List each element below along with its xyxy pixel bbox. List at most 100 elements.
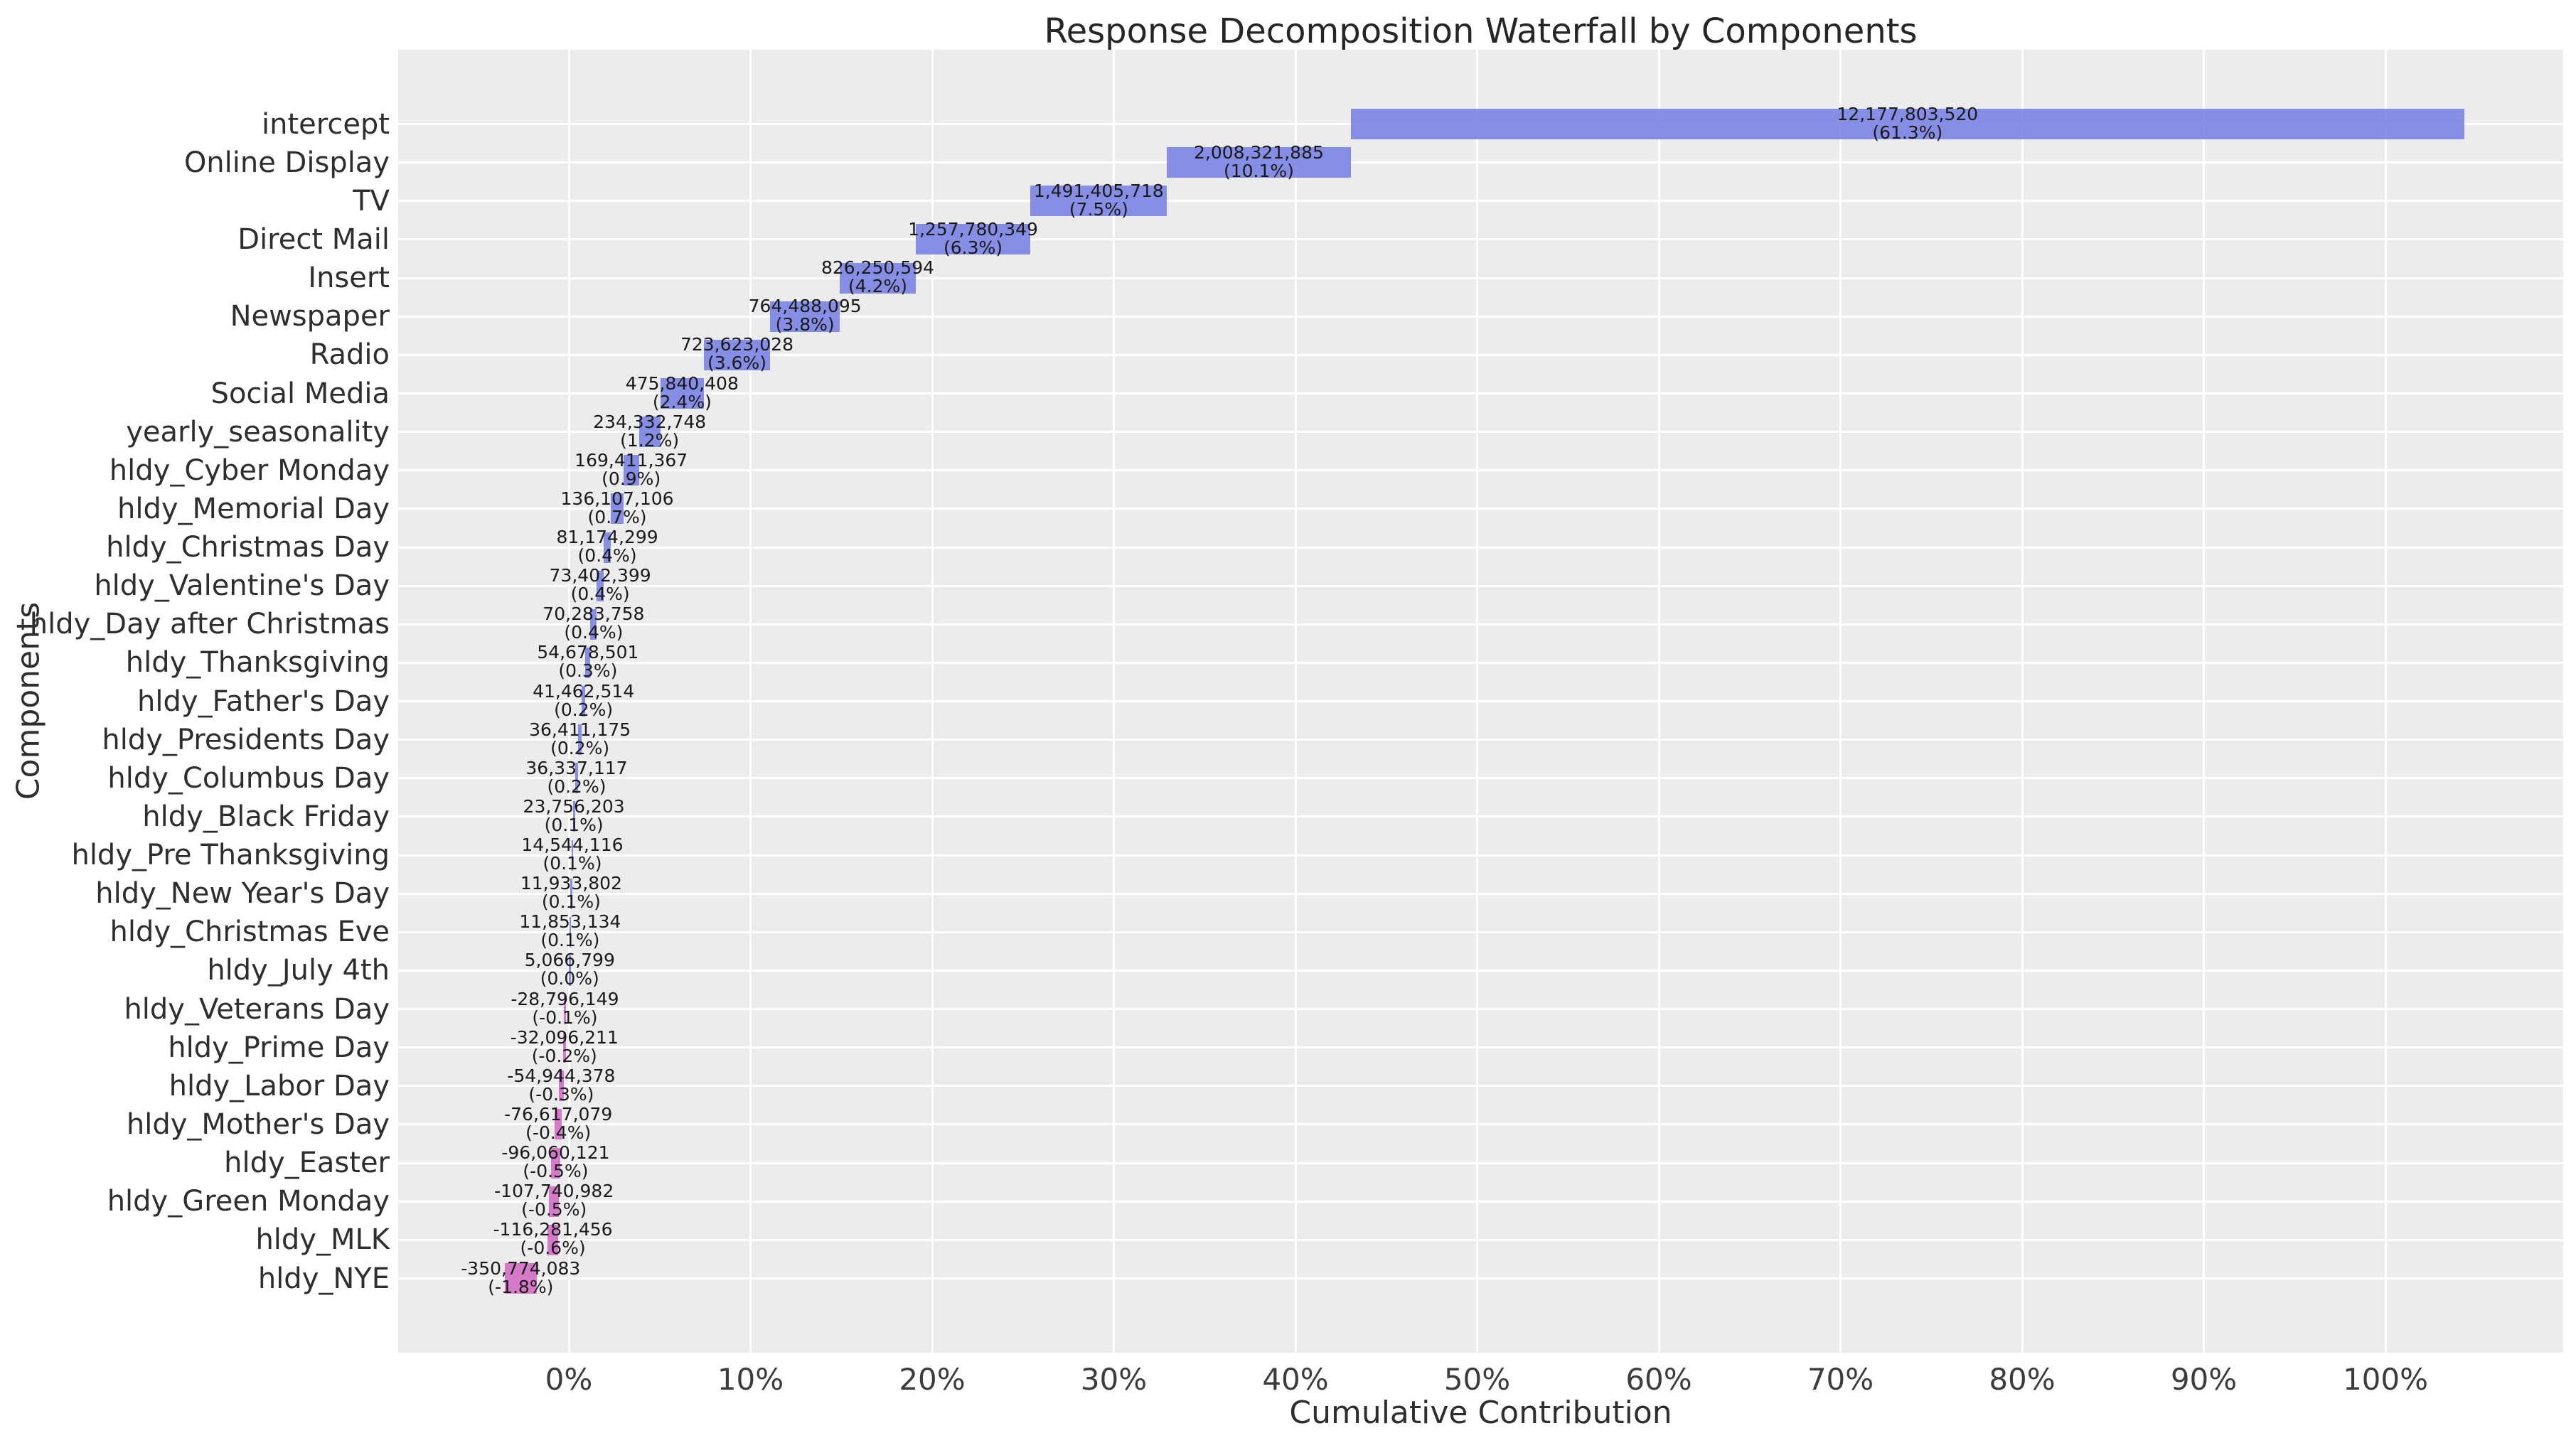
category-label: Radio: [309, 338, 390, 372]
waterfall-bar: [558, 1071, 564, 1102]
category-label: hldy_Memorial Day: [117, 492, 390, 525]
bar-value-label: -76,617,079: [504, 1103, 613, 1125]
category-label: TV: [353, 184, 390, 218]
bar-value-label: 36,411,175: [529, 719, 631, 740]
category-label: hldy_MLK: [255, 1223, 390, 1257]
bar-pct-label: (7.5%): [1069, 198, 1128, 220]
bar-value-label: -350,774,083: [461, 1257, 581, 1279]
chart-title: Response Decomposition Waterfall by Comp…: [1044, 11, 1918, 51]
category-label: Direct Mail: [237, 222, 390, 256]
waterfall-bar: [770, 301, 840, 332]
waterfall-bar: [590, 608, 597, 640]
x-axis-title: Cumulative Contribution: [1289, 1395, 1672, 1431]
bar-pct-label: (0.4%): [564, 622, 624, 643]
waterfall-bar: [1167, 147, 1351, 178]
bar-value-label: -54,944,378: [507, 1065, 616, 1086]
bar-value-label: 234,332,748: [593, 411, 707, 432]
waterfall-bar: [597, 570, 604, 601]
bar-value-label: 826,250,594: [821, 257, 935, 279]
x-tick-label: 50%: [1443, 1362, 1511, 1397]
x-tick-label: 90%: [2170, 1362, 2238, 1397]
waterfall-bar: [703, 339, 770, 370]
bar-value-label: -116,281,456: [493, 1219, 613, 1240]
category-label: hldy_Presidents Day: [102, 723, 390, 756]
category-label: hldy_Thanksgiving: [125, 646, 390, 680]
gridline-horizontal: [398, 661, 2563, 664]
bar-value-label: 5,066,799: [524, 950, 615, 971]
category-label: hldy_Christmas Day: [106, 531, 390, 564]
bar-pct-label: (2.4%): [652, 391, 712, 412]
waterfall-bar: [611, 493, 624, 525]
bar-pct-label: (61.3%): [1872, 122, 1943, 143]
category-label: hldy_July 4th: [207, 954, 390, 987]
bar-pct-label: (3.8%): [775, 314, 835, 336]
x-tick-label: 60%: [1625, 1362, 1692, 1397]
category-label: yearly_seasonality: [126, 415, 390, 449]
bar-pct-label: (-0.1%): [532, 1007, 598, 1028]
bar-value-label: 1,491,405,718: [1033, 180, 1164, 201]
bar-value-label: 136,107,106: [560, 488, 674, 509]
bar-value-label: 36,337,117: [525, 757, 628, 778]
bar-value-label: 12,177,803,520: [1837, 103, 1979, 124]
gridline-horizontal: [398, 200, 2563, 203]
gridline-horizontal: [398, 431, 2563, 434]
category-label: Newspaper: [230, 300, 390, 333]
gridline-horizontal: [398, 739, 2563, 741]
waterfall-bar: [563, 994, 567, 1025]
bar-value-label: 475,840,408: [625, 372, 739, 394]
category-label: Insert: [308, 262, 390, 295]
bar-pct-label: (-0.2%): [531, 1045, 597, 1066]
gridline-horizontal: [398, 1046, 2563, 1049]
waterfall-bar: [551, 1147, 560, 1179]
waterfall-bar: [570, 878, 572, 909]
category-label: hldy_New Year's Day: [95, 877, 390, 911]
category-label: hldy_Mother's Day: [126, 1107, 390, 1141]
waterfall-bar: [1350, 109, 2465, 140]
gridline-horizontal: [398, 1238, 2563, 1241]
bar-pct-label: (3.6%): [707, 353, 766, 374]
category-label: hldy_Father's Day: [137, 685, 390, 718]
gridline-horizontal: [398, 700, 2563, 703]
bar-pct-label: (0.1%): [541, 891, 601, 913]
waterfall-bar: [504, 1263, 537, 1294]
bar-pct-label: (0.3%): [558, 660, 618, 682]
x-tick-label: 30%: [1080, 1362, 1148, 1397]
bar-pct-label: (4.2%): [848, 276, 907, 297]
gridline-horizontal: [398, 1277, 2563, 1279]
bar-pct-label: (0.7%): [587, 506, 647, 527]
x-tick-label: 0%: [545, 1362, 593, 1397]
bar-value-label: 11,853,134: [519, 911, 621, 933]
gridline-horizontal: [398, 1085, 2563, 1088]
bar-pct-label: (0.2%): [547, 776, 606, 797]
waterfall-bar: [1030, 186, 1167, 217]
gridline-horizontal: [398, 238, 2563, 241]
waterfall-bar: [585, 647, 591, 678]
gridline-horizontal: [398, 277, 2563, 279]
x-tick-label: 10%: [717, 1362, 784, 1397]
waterfall-bar: [562, 1032, 566, 1063]
plot-area: 12,177,803,520 (61.3%) 2,008,321,885 (10.1%…: [398, 50, 2563, 1353]
waterfall-bar: [569, 916, 572, 948]
gridline-horizontal: [398, 930, 2563, 933]
waterfall-bar: [547, 1224, 559, 1255]
bar-value-label: -107,740,982: [494, 1181, 614, 1202]
gridline-horizontal: [398, 315, 2563, 318]
x-tick-label: 70%: [1807, 1362, 1874, 1397]
waterfall-bar: [623, 455, 639, 486]
waterfall-bar: [915, 224, 1031, 255]
category-label: hldy_Labor Day: [169, 1069, 390, 1102]
category-label: hldy_Pre Thanksgiving: [71, 839, 390, 872]
bar-pct-label: (-0.5%): [521, 1199, 587, 1220]
waterfall-bar: [569, 955, 571, 986]
bar-value-label: -28,796,149: [511, 988, 619, 1009]
bar-pct-label: (0.0%): [540, 968, 599, 989]
gridline-horizontal: [398, 161, 2563, 164]
bar-value-label: 14,544,116: [521, 835, 624, 856]
bar-pct-label: (0.4%): [577, 545, 637, 567]
waterfall-bar: [603, 532, 611, 563]
category-label: hldy_Prime Day: [168, 1031, 390, 1064]
bar-pct-label: (0.9%): [602, 468, 661, 489]
bar-pct-label: (0.1%): [540, 930, 600, 951]
bar-value-label: 11,933,802: [520, 873, 622, 894]
